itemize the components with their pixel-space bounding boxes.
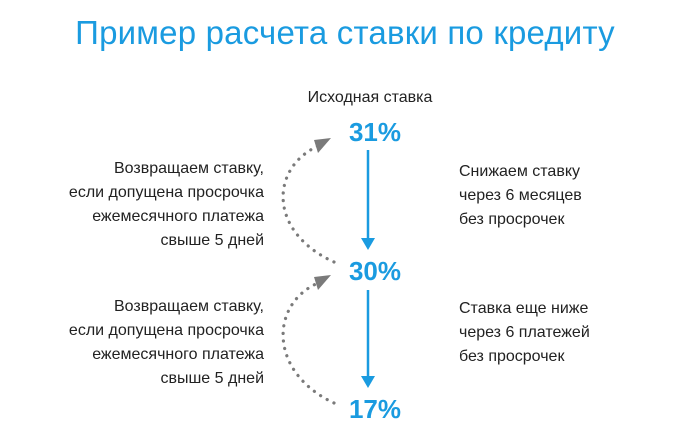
note-line: Возвращаем ставку, — [114, 160, 264, 177]
note-line: свыше 5 дней — [160, 232, 264, 249]
note-line: если допущена просрочка — [68, 184, 264, 201]
note-line: если допущена просрочка — [68, 322, 264, 339]
rate-lowest: 17% — [348, 394, 402, 424]
initial-rate-label: Исходная ставка — [307, 89, 433, 106]
arrow-revert-upper — [281, 138, 336, 264]
note-revert-lower: Возвращаем ставку, если допущена просроч… — [69, 295, 264, 391]
arrow-down-upper — [361, 150, 375, 250]
note-line: через 6 месяцев — [459, 187, 582, 204]
page-title: Пример расчета ставки по кредиту — [75, 14, 615, 51]
note-line: Возвращаем ставку, — [114, 298, 264, 315]
note-line: Ставка еще ниже — [459, 300, 589, 317]
note-line: Снижаем ставку — [459, 163, 580, 180]
rate-reduced: 30% — [348, 256, 402, 286]
note-line: свыше 5 дней — [160, 370, 264, 387]
note-revert-upper: Возвращаем ставку, если допущена просроч… — [69, 157, 264, 253]
note-reduce-lower: Ставка еще ниже через 6 платежей без про… — [459, 297, 590, 369]
note-line: через 6 платежей — [459, 324, 590, 341]
note-line: без просрочек — [459, 211, 565, 228]
note-reduce-upper: Снижаем ставку через 6 месяцев без проср… — [459, 160, 582, 232]
rate-initial: 31% — [348, 117, 402, 147]
arrow-revert-lower — [281, 275, 336, 405]
note-line: ежемесячного платежа — [92, 208, 264, 225]
note-line: без просрочек — [459, 348, 565, 365]
arrow-down-lower — [361, 290, 375, 388]
note-line: ежемесячного платежа — [92, 346, 264, 363]
